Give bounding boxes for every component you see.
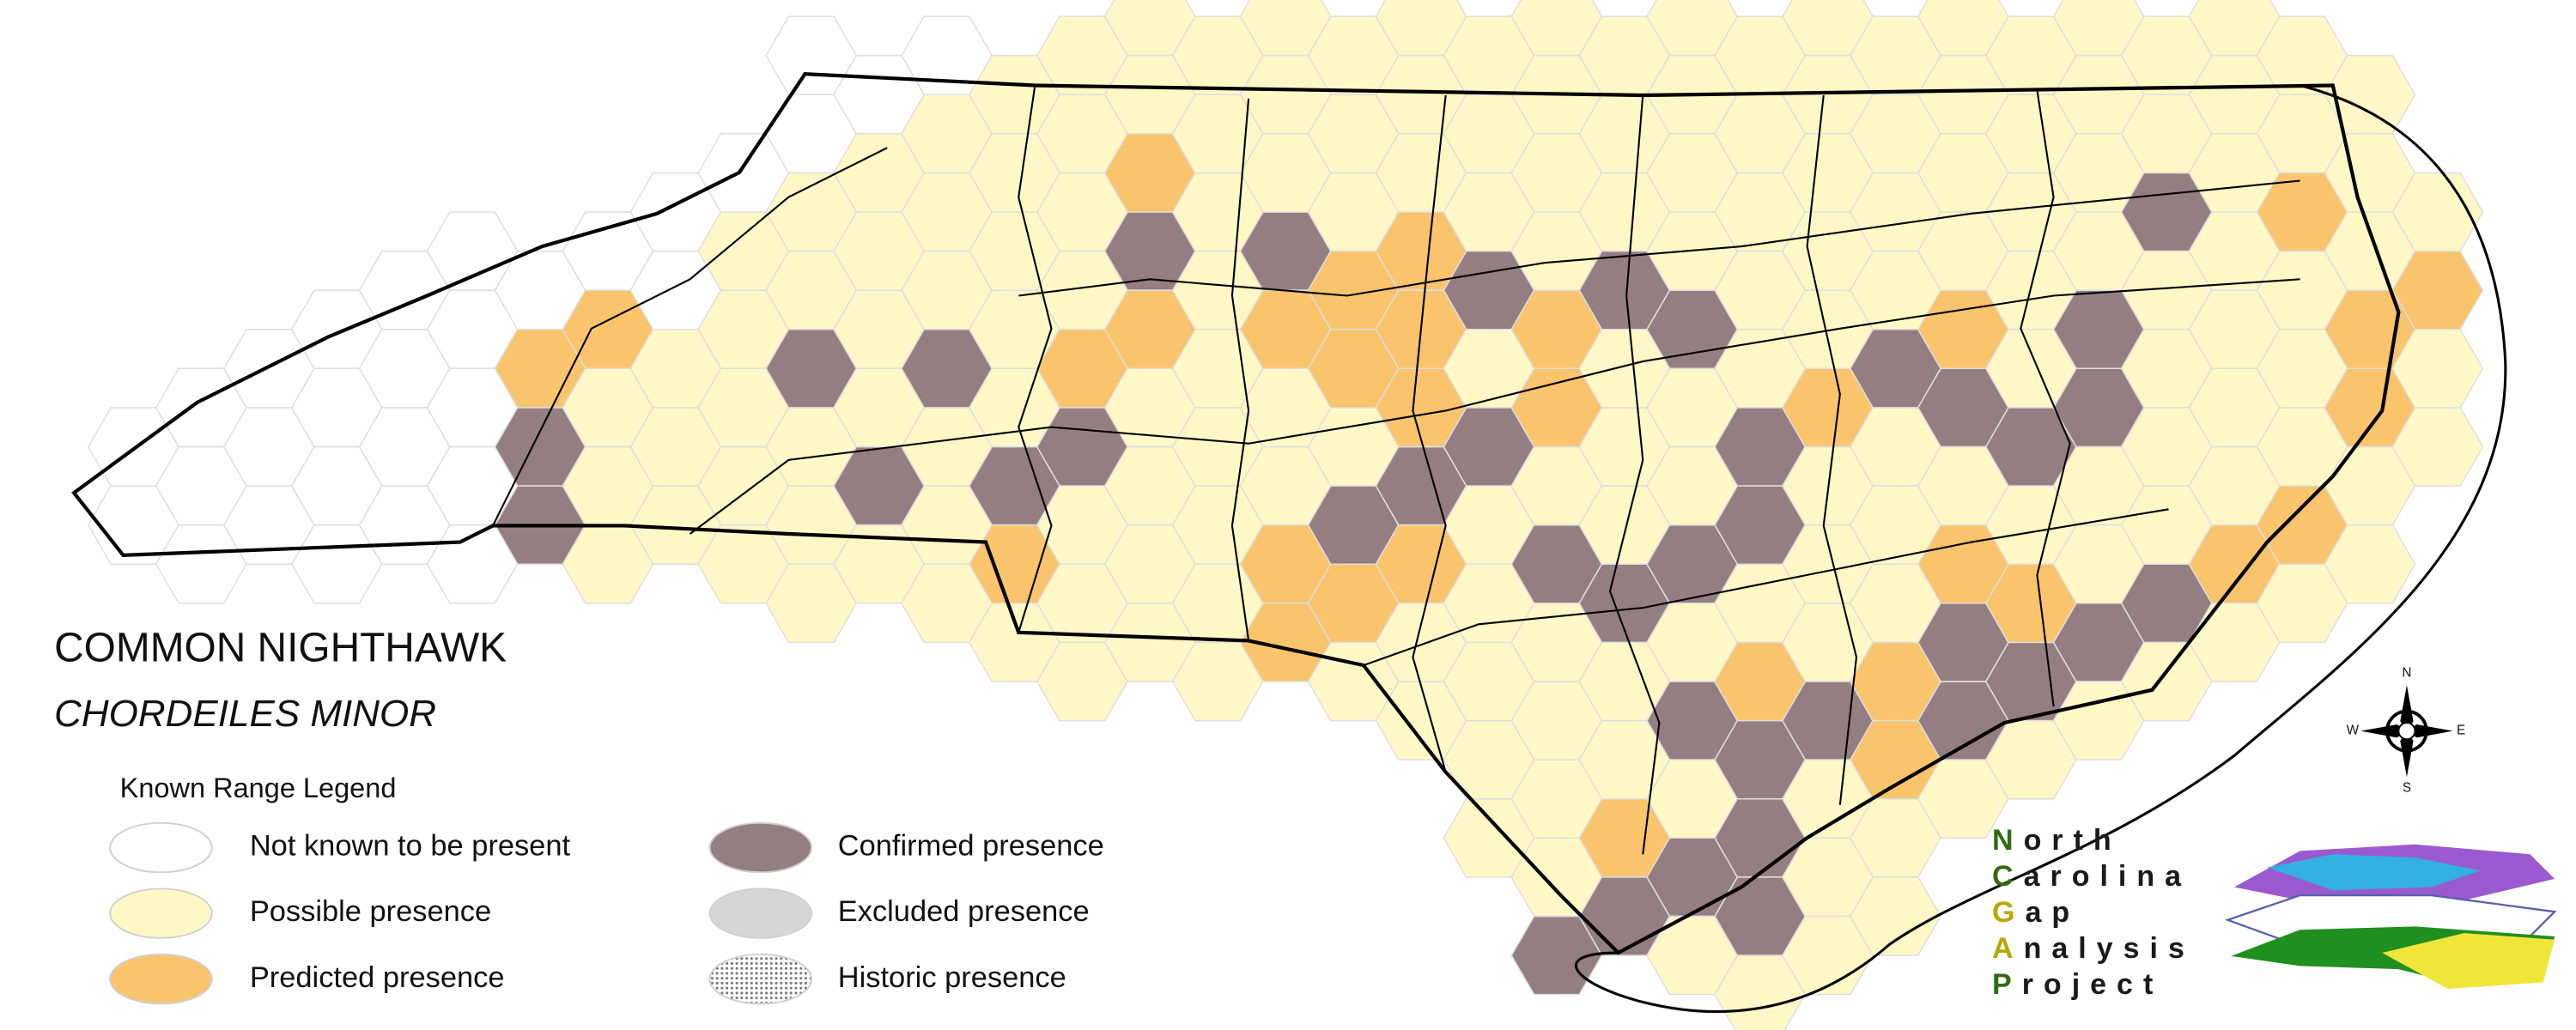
compass: N S E W xyxy=(2347,666,2466,796)
legend-label: Predicted presence xyxy=(250,961,505,994)
compass-s: S xyxy=(2403,781,2411,796)
legend-swatch xyxy=(708,954,813,1005)
hex-cell xyxy=(2391,407,2484,487)
compass-w: W xyxy=(2347,724,2360,738)
logo-line: Analysis xyxy=(1992,932,2195,965)
legend-swatch xyxy=(109,821,213,874)
legend-title: Known Range Legend xyxy=(120,772,397,803)
logo-line: North xyxy=(1992,824,2122,857)
compass-n: N xyxy=(2402,666,2411,681)
coastal-buffer xyxy=(1574,84,2507,1014)
legend: Not known to be present Possible presence… xyxy=(109,821,1104,1005)
legend-label: Confirmed presence xyxy=(838,830,1104,863)
logo-line: Gap xyxy=(1992,896,2081,929)
legend-swatch xyxy=(708,888,813,939)
logo-text: North Carolina Gap Analysis Project xyxy=(1992,822,2195,1003)
subtitle: CHORDEILES MINOR xyxy=(54,693,436,735)
logo-map xyxy=(2224,844,2557,990)
logo-line: Carolina xyxy=(1992,860,2192,893)
county-lines xyxy=(492,85,2300,855)
hex-cell xyxy=(2324,524,2416,604)
hex-cell xyxy=(1850,876,1942,956)
legend-label: Possible presence xyxy=(250,895,491,928)
state-outline xyxy=(71,71,2401,955)
hex-grid xyxy=(88,0,2484,1030)
legend-label: Excluded presence xyxy=(838,895,1090,928)
legend-swatch xyxy=(109,954,213,1005)
legend-label: Historic presence xyxy=(838,961,1066,994)
compass-e: E xyxy=(2457,724,2465,738)
legend-label: Not known to be present xyxy=(250,830,571,863)
legend-swatch xyxy=(109,888,213,939)
logo-line: Project xyxy=(1992,968,2164,1001)
legend-swatch xyxy=(708,821,813,874)
title: COMMON NIGHTHAWK xyxy=(54,626,507,671)
